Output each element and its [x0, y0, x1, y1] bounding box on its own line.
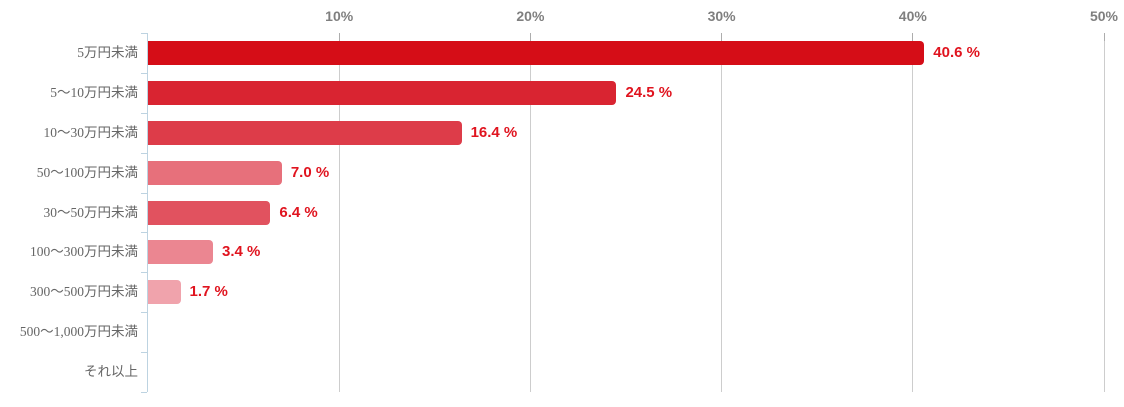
category-label: それ以上	[84, 364, 138, 380]
bar-value-label: 1.7 %	[189, 283, 228, 301]
y-axis-tick	[141, 352, 147, 353]
bar-value-label: 24.5 %	[625, 83, 673, 101]
bar-value-label: 16.4 %	[470, 123, 518, 141]
chart-bar	[148, 120, 462, 145]
category-label: 5万円未満	[77, 44, 138, 60]
category-label: 30〜50万円未満	[43, 204, 139, 220]
category-label: 50〜100万円未満	[36, 164, 138, 180]
gridline	[721, 33, 723, 392]
bar-value-label: 3.4 %	[222, 243, 261, 261]
x-axis-tick-label: 50%	[1089, 8, 1119, 24]
x-axis-tick-label: 40%	[898, 8, 927, 24]
x-axis-tick-label: 10%	[325, 8, 354, 24]
chart-bar	[148, 280, 181, 305]
y-axis-tick	[141, 312, 147, 313]
category-label: 100〜300万円未満	[30, 244, 138, 260]
y-axis-line	[147, 33, 148, 392]
bar-value-label: 7.0 %	[290, 163, 330, 181]
x-axis-tick	[338, 33, 340, 41]
y-axis-tick	[141, 193, 147, 194]
bar-value-label: 40.6 %	[933, 43, 980, 61]
y-axis-tick	[141, 272, 147, 273]
gridline	[912, 33, 914, 392]
y-axis-tick	[141, 153, 147, 154]
chart-bar	[148, 240, 213, 265]
x-axis-tick-label: 30%	[707, 8, 736, 24]
x-axis-tick	[1103, 33, 1105, 41]
gridline	[529, 33, 531, 392]
gridline	[1103, 33, 1105, 392]
chart-bar	[148, 160, 282, 185]
x-axis-tick-label: 20%	[516, 8, 545, 24]
y-axis-tick	[141, 113, 147, 114]
category-label: 5〜10万円未満	[50, 84, 138, 100]
x-axis-tick	[721, 33, 723, 41]
category-label: 300〜500万円未満	[30, 284, 138, 300]
x-axis-tick	[529, 33, 531, 41]
y-axis-tick	[141, 392, 147, 393]
y-axis-tick	[141, 33, 147, 34]
category-label: 10〜30万円未満	[43, 124, 139, 140]
bar-value-label: 6.4 %	[279, 203, 318, 221]
gridline	[338, 33, 340, 392]
y-axis-tick	[141, 232, 147, 233]
chart-bar	[148, 80, 617, 105]
chart-bar	[148, 200, 271, 225]
chart-bar	[148, 40, 925, 65]
y-axis-tick	[141, 73, 147, 74]
category-label: 500〜1,000万円未満	[19, 324, 138, 340]
x-axis-tick	[912, 33, 914, 41]
